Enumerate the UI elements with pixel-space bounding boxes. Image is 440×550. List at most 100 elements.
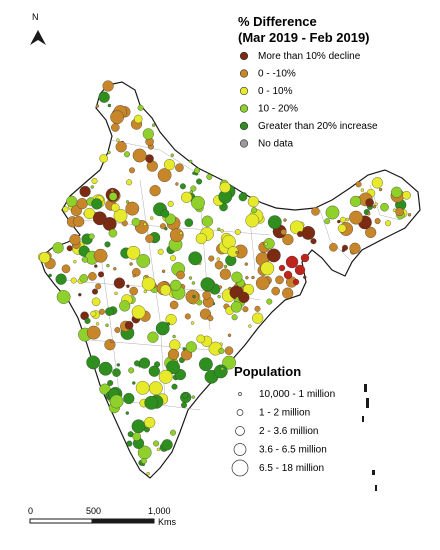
district-marker: [88, 272, 97, 281]
district-marker: [337, 219, 341, 224]
legend-title-line2: (Mar 2019 - Feb 2019): [238, 30, 370, 45]
district-marker: [132, 432, 141, 441]
district-marker: [112, 368, 121, 377]
district-marker: [79, 185, 91, 198]
district-marker: [170, 429, 176, 436]
district-marker: [391, 186, 403, 198]
district-marker: [125, 411, 129, 415]
district-marker: [107, 103, 112, 108]
district-marker: [136, 254, 151, 268]
district-marker: [107, 150, 111, 155]
district-marker: [300, 253, 310, 263]
district-marker: [207, 315, 214, 322]
district-marker: [374, 218, 381, 225]
district-marker: [266, 298, 273, 305]
district-marker: [283, 270, 293, 280]
district-marker: [200, 277, 215, 292]
district-marker: [179, 231, 183, 235]
district-marker: [170, 279, 182, 291]
district-marker: [166, 322, 171, 326]
district-marker: [175, 182, 179, 186]
district-marker: [137, 104, 144, 111]
district-marker: [280, 229, 287, 236]
district-marker: [95, 104, 100, 108]
district-marker: [251, 275, 255, 280]
scale-tick-500: 500: [86, 506, 101, 516]
district-marker: [144, 395, 159, 410]
district-marker: [143, 289, 147, 294]
district-marker: [155, 321, 170, 336]
district-marker: [188, 251, 203, 266]
district-marker: [310, 238, 317, 245]
district-marker: [166, 360, 180, 375]
population-swatch: [231, 459, 249, 477]
district-marker: [251, 207, 258, 214]
district-marker: [230, 301, 242, 313]
district-marker: [128, 367, 135, 374]
population-legend: Population 10,000 - 1 million 1 - 2 milli…: [231, 364, 335, 477]
district-marker: [220, 229, 224, 233]
district-marker: [167, 348, 180, 360]
district-circles: [37, 80, 412, 476]
district-marker: [329, 243, 338, 252]
district-marker: [114, 327, 121, 333]
district-marker: [93, 248, 108, 263]
district-marker: [98, 308, 105, 315]
population-label: 6.5 - 18 million: [259, 463, 324, 474]
district-marker: [98, 271, 104, 278]
district-marker: [216, 257, 220, 261]
district-marker: [94, 264, 98, 268]
district-marker: [371, 177, 383, 189]
district-marker: [181, 191, 193, 203]
district-marker: [70, 277, 77, 284]
district-marker: [91, 178, 98, 184]
district-marker: [105, 307, 114, 316]
district-marker: [73, 216, 85, 228]
district-marker: [208, 255, 215, 262]
district-marker: [125, 200, 130, 204]
district-marker: [115, 141, 127, 153]
district-marker: [184, 313, 191, 320]
district-marker: [114, 291, 118, 296]
district-marker: [138, 357, 151, 369]
population-swatch: [233, 443, 247, 456]
population-label: 10,000 - 1 million: [259, 389, 335, 400]
district-marker: [219, 181, 231, 193]
district-marker: [61, 264, 71, 274]
district-marker: [378, 187, 383, 192]
district-marker: [81, 256, 88, 263]
district-marker: [206, 173, 213, 180]
district-marker: [285, 255, 299, 269]
district-marker: [264, 242, 268, 246]
district-marker: [380, 202, 389, 212]
district-marker: [48, 273, 52, 278]
district-marker: [271, 286, 280, 296]
district-marker: [289, 220, 304, 235]
population-label: 2 - 3.6 million: [259, 426, 318, 437]
district-marker: [275, 275, 284, 285]
district-marker: [217, 227, 221, 231]
district-marker: [199, 357, 213, 372]
district-marker: [218, 285, 223, 289]
district-marker: [282, 234, 294, 246]
legend-swatch: [239, 121, 249, 131]
district-marker: [219, 268, 231, 280]
district-marker: [119, 300, 131, 312]
district-marker: [234, 229, 241, 235]
district-marker: [172, 334, 176, 339]
district-marker: [73, 260, 77, 264]
district-marker: [125, 201, 140, 216]
district-marker: [374, 202, 378, 206]
district-marker: [78, 293, 82, 297]
district-marker: [238, 192, 248, 202]
district-marker: [294, 264, 306, 276]
district-marker: [80, 311, 89, 321]
district-marker: [153, 440, 160, 447]
district-marker: [220, 367, 225, 371]
district-marker: [372, 205, 377, 209]
district-marker: [126, 245, 141, 260]
district-marker: [191, 395, 195, 399]
legend-swatch: [239, 86, 249, 96]
district-marker: [231, 314, 238, 321]
district-marker: [181, 402, 187, 409]
